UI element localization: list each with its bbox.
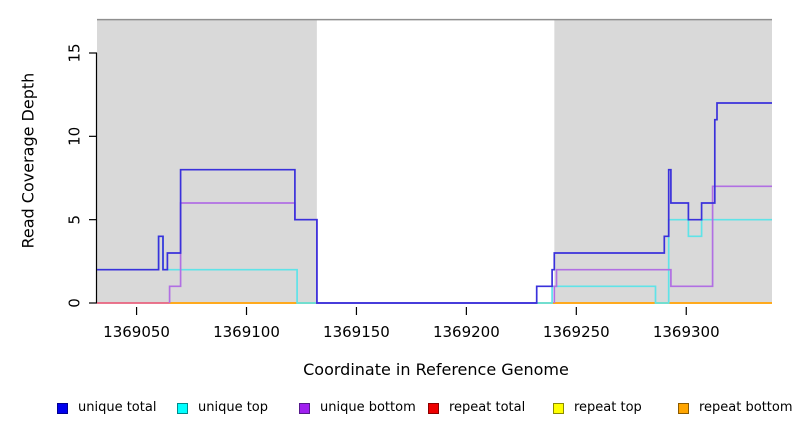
legend-swatch-repeat-bottom <box>678 402 689 414</box>
legend-label: unique bottom <box>320 400 416 415</box>
y-axis-label: Read Coverage Depth <box>18 72 38 249</box>
x-tick-label: 1369050 <box>103 323 170 341</box>
x-tick-label: 1369250 <box>543 323 610 341</box>
legend-swatch-unique-bottom <box>299 402 310 414</box>
x-tick-label: 1369150 <box>323 323 390 341</box>
legend-item-repeat-total: repeat total <box>428 400 525 416</box>
x-tick-label: 1369300 <box>653 323 720 341</box>
legend-label: repeat total <box>449 400 526 415</box>
y-tick-label: 10 <box>66 127 84 146</box>
legend-label: unique top <box>198 400 269 415</box>
legend-swatch-unique-top <box>177 402 188 414</box>
legend-item-unique-top: unique top <box>177 400 268 416</box>
legend-label: repeat top <box>574 400 642 415</box>
x-axis-label: Coordinate in Reference Genome <box>303 360 569 379</box>
legend-swatch-repeat-total <box>428 402 439 414</box>
legend-item-unique-bottom: unique bottom <box>299 400 416 416</box>
left-shaded-region <box>97 19 317 304</box>
legend-swatch-unique-total <box>57 402 68 414</box>
legend-item-unique-total: unique total <box>57 400 156 416</box>
y-tick-label: 0 <box>66 298 84 308</box>
legend-swatch-repeat-top <box>553 402 564 414</box>
x-tick-label: 1369200 <box>433 323 500 341</box>
legend: unique total unique top unique bottom repea… <box>0 400 792 424</box>
legend-label: unique total <box>78 400 157 415</box>
legend-item-repeat-bottom: repeat bottom <box>678 400 792 416</box>
y-tick-label: 5 <box>66 215 84 225</box>
right-shaded-region <box>554 19 772 304</box>
x-tick-label: 1369100 <box>213 323 280 341</box>
legend-label: repeat bottom <box>699 400 792 415</box>
legend-item-repeat-top: repeat top <box>553 400 642 416</box>
series-unique-bottom-line <box>553 185 772 303</box>
y-tick-label: 15 <box>66 43 84 62</box>
series-unique-total-line <box>97 102 772 304</box>
